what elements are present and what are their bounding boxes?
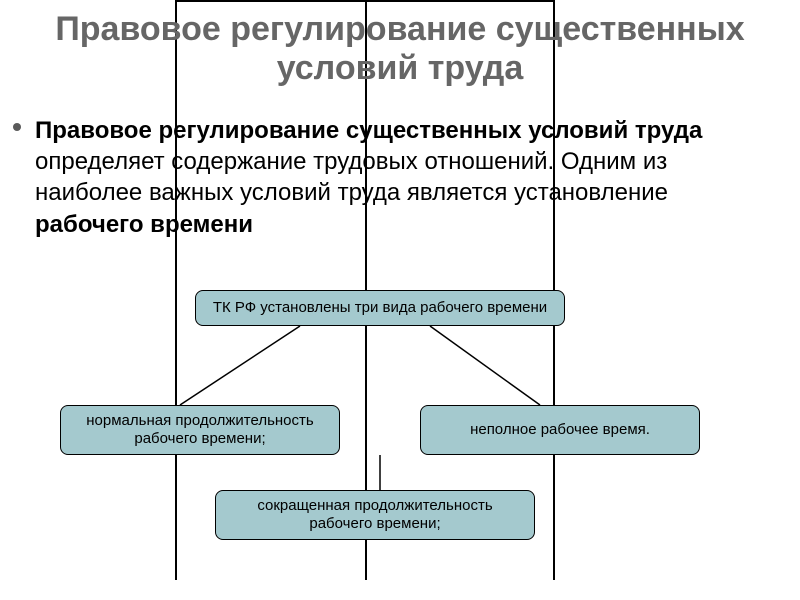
diagram-node-right: неполное рабочее время.: [420, 405, 700, 455]
slide: Правовое регулирование существенных усло…: [0, 0, 800, 600]
slide-body: Правовое регулирование существенных усло…: [35, 115, 755, 240]
bullet-icon: [13, 123, 21, 131]
slide-body-text: Правовое регулирование существенных усло…: [35, 117, 702, 238]
slide-title: Правовое регулирование существенных усло…: [0, 10, 800, 88]
diagram-node-left: нормальная продолжительность рабочего вр…: [60, 405, 340, 455]
diagram-node-bottom: сокращенная продолжительность рабочего в…: [215, 490, 535, 540]
diagram-node-root: ТК РФ установлены три вида рабочего врем…: [195, 290, 565, 326]
